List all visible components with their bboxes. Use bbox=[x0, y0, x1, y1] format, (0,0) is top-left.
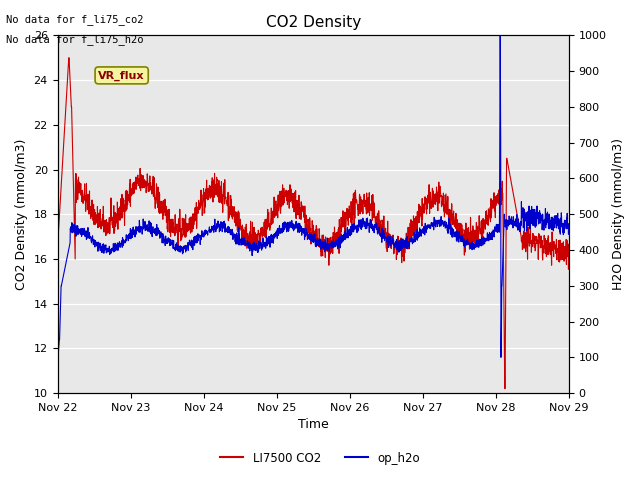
Text: No data for f_li75_h2o: No data for f_li75_h2o bbox=[6, 34, 144, 45]
X-axis label: Time: Time bbox=[298, 419, 328, 432]
LI7500 CO2 bbox=[550, 241, 558, 247]
LI7500 CO2 bbox=[456, 228, 464, 234]
op_h2o bbox=[497, 33, 504, 38]
op_h2o bbox=[456, 235, 464, 240]
op_h2o bbox=[289, 226, 296, 232]
Y-axis label: CO2 Density (mmol/m3): CO2 Density (mmol/m3) bbox=[15, 139, 28, 290]
op_h2o bbox=[80, 226, 88, 232]
LI7500 CO2 bbox=[303, 223, 310, 228]
Text: No data for f_li75_co2: No data for f_li75_co2 bbox=[6, 14, 144, 25]
Y-axis label: H2O Density (mmol/m3): H2O Density (mmol/m3) bbox=[612, 138, 625, 290]
Legend: LI7500 CO2, op_h2o: LI7500 CO2, op_h2o bbox=[215, 447, 425, 469]
op_h2o bbox=[54, 222, 61, 228]
LI7500 CO2 bbox=[54, 245, 61, 251]
op_h2o bbox=[550, 221, 558, 227]
op_h2o bbox=[550, 214, 558, 219]
op_h2o bbox=[54, 354, 62, 360]
LI7500 CO2 bbox=[565, 241, 573, 247]
Title: CO2 Density: CO2 Density bbox=[266, 15, 361, 30]
op_h2o bbox=[303, 229, 310, 235]
LI7500 CO2 bbox=[501, 386, 509, 392]
Line: LI7500 CO2: LI7500 CO2 bbox=[58, 58, 569, 389]
Text: VR_flux: VR_flux bbox=[99, 70, 145, 81]
Line: op_h2o: op_h2o bbox=[58, 36, 569, 357]
op_h2o bbox=[565, 225, 573, 231]
LI7500 CO2 bbox=[289, 191, 296, 196]
LI7500 CO2 bbox=[65, 55, 72, 60]
LI7500 CO2 bbox=[550, 241, 558, 247]
LI7500 CO2 bbox=[80, 198, 88, 204]
